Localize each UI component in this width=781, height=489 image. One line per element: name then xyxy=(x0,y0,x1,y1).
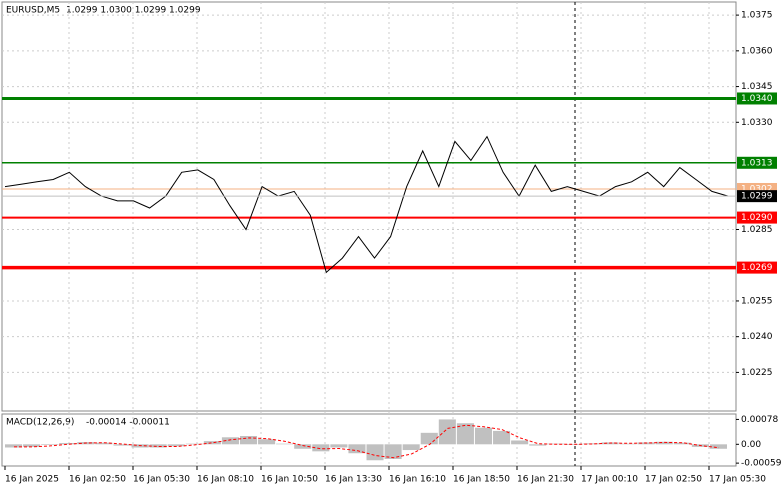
y-tick-label: 0.00078 xyxy=(741,415,778,425)
histogram-bar xyxy=(673,442,691,445)
x-tick-label: 17 Jan 05:30 xyxy=(709,475,766,485)
last-price-label: 1.0299 xyxy=(741,192,773,202)
x-tick-label: 16 Jan 10:50 xyxy=(261,475,318,485)
y-tick-label: 1.0345 xyxy=(741,82,773,92)
x-tick-label: 17 Jan 00:10 xyxy=(581,475,638,485)
x-tick-label: 16 Jan 21:30 xyxy=(517,475,574,485)
price-panel xyxy=(1,1,737,412)
histogram-bar xyxy=(456,423,474,445)
level-label: 1.0290 xyxy=(741,213,773,223)
histogram-bar xyxy=(493,430,511,445)
level-label-box xyxy=(737,211,777,224)
y-tick-label: 1.0375 xyxy=(741,11,773,21)
histogram-bar xyxy=(420,432,438,445)
level-label-box xyxy=(737,156,777,169)
y-tick-label: 1.0240 xyxy=(741,332,773,342)
y-tick-label: 1.0225 xyxy=(741,368,773,378)
histogram-bar xyxy=(366,444,384,461)
histogram-bar xyxy=(95,442,113,445)
y-tick-label: 1.0330 xyxy=(741,118,773,128)
level-label-box xyxy=(737,261,777,274)
histogram-bar xyxy=(312,444,330,452)
price-line xyxy=(4,135,729,274)
histogram-bar xyxy=(41,444,59,445)
last-price-box xyxy=(737,190,777,203)
macd-panel xyxy=(1,413,737,467)
x-tick-label: 16 Jan 02:50 xyxy=(69,475,126,485)
histogram-bar xyxy=(348,444,366,454)
level-label: 1.0340 xyxy=(741,94,773,104)
histogram-bar xyxy=(167,444,185,447)
y-tick-label: 0.00 xyxy=(741,440,761,450)
level-label: 1.0313 xyxy=(741,158,773,168)
signal-line xyxy=(14,424,720,459)
x-tick-label: 16 Jan 13:30 xyxy=(325,475,382,485)
histogram-bar xyxy=(438,419,456,445)
histogram-bar xyxy=(258,439,276,445)
histogram-bar xyxy=(23,444,41,447)
histogram-bar xyxy=(185,443,203,445)
x-tick-label: 17 Jan 02:50 xyxy=(645,475,702,485)
histogram-bar xyxy=(511,440,529,445)
y-tick-label: 1.0255 xyxy=(741,296,773,306)
histogram-bar xyxy=(59,443,77,445)
level-label-box xyxy=(737,92,777,105)
histogram-bar xyxy=(709,444,727,449)
x-tick-label: 16 Jan 08:10 xyxy=(197,475,254,485)
histogram-bar xyxy=(203,441,221,445)
y-tick-label: 1.0285 xyxy=(741,225,773,235)
histogram-bar xyxy=(384,444,402,459)
x-tick-label: 16 Jan 2025 xyxy=(5,475,59,485)
y-tick-label: -0.00059 xyxy=(741,459,781,469)
histogram-bar xyxy=(239,436,258,445)
histogram-bar xyxy=(402,444,420,451)
x-tick-label: 16 Jan 18:50 xyxy=(453,475,510,485)
macd-title: MACD(12,26,9) xyxy=(6,418,74,428)
histogram-bar xyxy=(149,444,167,448)
x-tick-label: 16 Jan 16:10 xyxy=(389,475,446,485)
histogram-bar xyxy=(221,437,239,445)
histogram-bar xyxy=(330,444,348,448)
histogram-bar xyxy=(619,443,637,445)
histogram-bar xyxy=(5,444,23,448)
histogram-bar xyxy=(655,441,673,445)
x-tick-label: 16 Jan 05:30 xyxy=(133,475,190,485)
ohlc-text: 1.0299 1.0300 1.0299 1.0299 xyxy=(66,6,201,16)
level-label: 1.0269 xyxy=(741,263,773,273)
histogram-bar xyxy=(113,444,131,446)
histogram-bar xyxy=(474,427,493,445)
histogram-bar xyxy=(276,443,294,445)
symbol-title: EURUSD,M5 xyxy=(6,6,60,16)
histogram-bar xyxy=(565,444,583,445)
y-tick-label: 1.0360 xyxy=(741,46,773,56)
histogram-bar xyxy=(529,444,547,446)
macd-values: -0.00014 -0.00011 xyxy=(86,418,170,428)
histogram-bar xyxy=(294,444,312,449)
level-label: 1.0302 xyxy=(741,184,773,194)
